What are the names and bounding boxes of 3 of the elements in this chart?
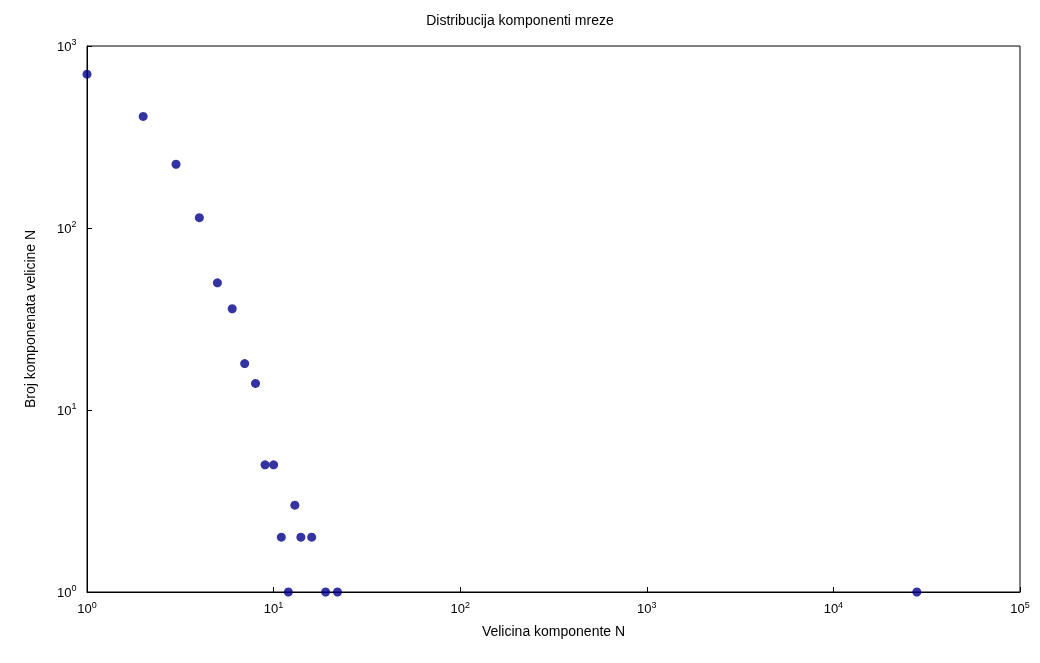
x-axis-title: Velicina komponente N — [481, 623, 626, 639]
y-axis-title: Broj komponenata velicine N — [22, 229, 38, 409]
chart-title: Distribucija komponenti mreze — [426, 12, 614, 28]
